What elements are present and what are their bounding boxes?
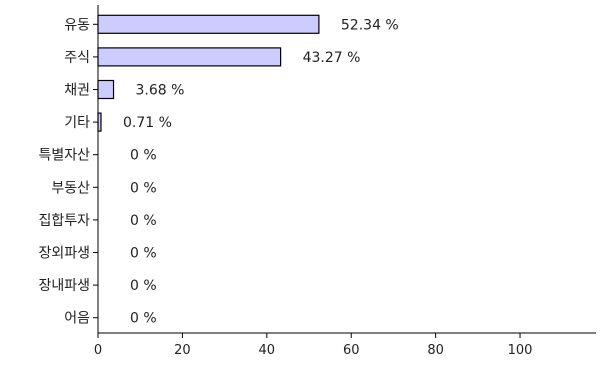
value-label: 43.27 %	[303, 50, 361, 66]
bar	[97, 79, 115, 100]
category-label: 장내파생	[38, 278, 90, 294]
x-tick-label: 60	[343, 343, 360, 358]
value-label: 0 %	[130, 311, 157, 327]
category-label: 집합투자	[38, 213, 90, 229]
value-label: 0.71 %	[123, 115, 172, 131]
bar	[97, 14, 320, 34]
x-axis: 0 20 40 60 80 100	[94, 332, 596, 358]
bar	[97, 47, 282, 67]
bars	[97, 14, 320, 132]
x-tick-label: 80	[427, 343, 444, 358]
value-labels: 52.34 % 43.27 % 3.68 % 0.71 % 0 % 0 % 0 % 0 % 0 …	[123, 17, 399, 326]
x-tick-label: 0	[94, 343, 102, 358]
value-label: 3.68 %	[136, 83, 185, 99]
category-label: 채권	[64, 83, 90, 99]
category-label: 유동	[64, 17, 90, 33]
value-label: 0 %	[130, 148, 157, 164]
category-label: 기타	[64, 115, 90, 131]
value-label: 0 %	[130, 180, 157, 196]
value-label: 0 %	[130, 278, 157, 294]
category-label: 특별자산	[38, 148, 90, 164]
value-label: 0 %	[130, 213, 157, 229]
x-tick-label: 100	[508, 343, 533, 358]
category-label: 어음	[64, 311, 90, 327]
value-label: 52.34 %	[341, 17, 399, 33]
y-axis	[93, 5, 99, 333]
category-label: 부동산	[51, 180, 90, 196]
category-label: 장외파생	[38, 246, 90, 262]
category-label: 주식	[64, 50, 90, 66]
x-tick-label: 20	[174, 343, 191, 358]
bar	[97, 112, 102, 132]
x-tick-label: 40	[259, 343, 276, 358]
value-label: 0 %	[130, 246, 157, 262]
